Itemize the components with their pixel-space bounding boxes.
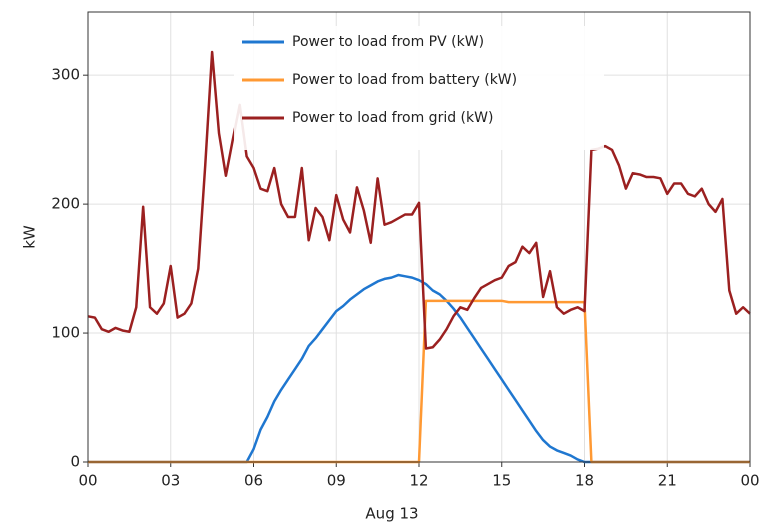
legend-box	[234, 26, 604, 150]
x-tick-label: 00	[78, 472, 97, 490]
x-tick-label: 00	[740, 472, 759, 490]
x-tick-label: 06	[244, 472, 263, 490]
legend-label: Power to load from grid (kW)	[292, 110, 493, 126]
x-tick-label: 03	[161, 472, 180, 490]
y-tick-label: 100	[51, 324, 80, 342]
y-tick-label: 0	[70, 453, 80, 471]
legend: Power to load from PV (kW) Power to load …	[234, 26, 604, 150]
x-axis-label: Aug 13	[365, 505, 418, 523]
data-line	[87, 50, 751, 350]
plot-frame	[87, 11, 751, 463]
y-tick-label: 200	[51, 195, 80, 213]
x-tick-label: 09	[327, 472, 346, 490]
y-tick-label: 300	[51, 66, 80, 84]
legend-label: Power to load from battery (kW)	[292, 72, 517, 88]
x-tick-label: 15	[492, 472, 511, 490]
legend-label: Power to load from PV (kW)	[292, 34, 484, 50]
x-tick-label: 21	[658, 472, 677, 490]
x-tick-label: 12	[409, 472, 428, 490]
x-tick-label: 18	[575, 472, 594, 490]
y-axis-label: kW	[21, 225, 39, 249]
